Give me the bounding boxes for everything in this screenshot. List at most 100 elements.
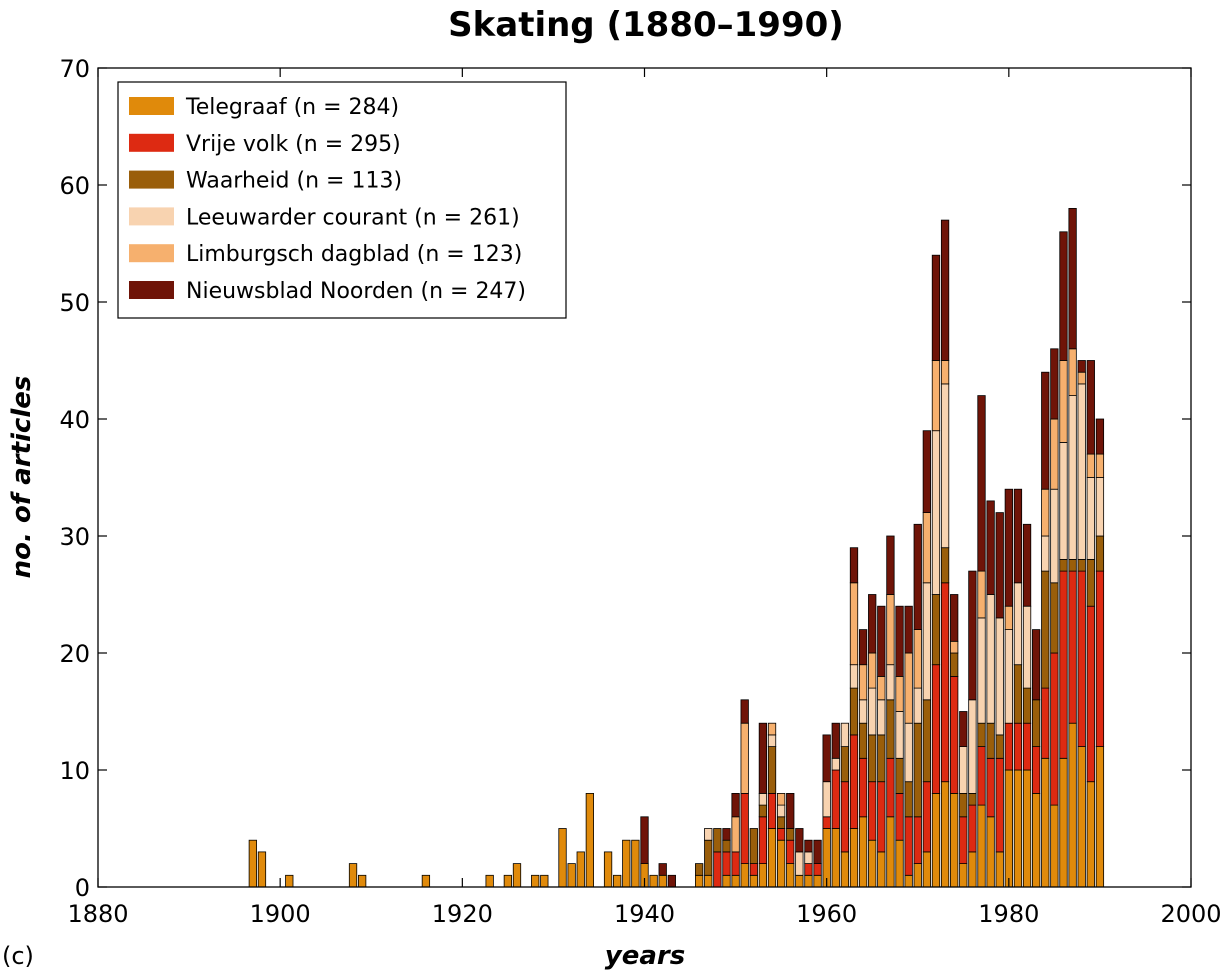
legend-swatch [129, 133, 174, 152]
bar-segment [1004, 722, 1013, 771]
bar-segment [858, 816, 868, 888]
bar-segment [940, 219, 950, 361]
bar-segment [895, 711, 904, 759]
bar-segment [503, 874, 513, 888]
bar-segment [877, 734, 886, 783]
bar-segment [740, 722, 749, 794]
bar-segment [1041, 488, 1050, 537]
legend-swatch [129, 281, 174, 299]
bar-segment [840, 722, 850, 748]
bar-segment [776, 828, 786, 841]
bar-segment [931, 594, 941, 666]
bar-segment [1032, 699, 1041, 747]
bar-segment [968, 570, 977, 701]
legend-entry-label: Vrije volk (n = 295) [186, 132, 401, 157]
bar-segment [977, 746, 986, 806]
bar-segment [348, 863, 358, 888]
bar-segment [1068, 570, 1077, 724]
bar-segment [731, 816, 740, 853]
bar-segment [658, 874, 667, 888]
bar-segment [1032, 793, 1041, 888]
plot-frame [97, 67, 1192, 888]
bar-segment [931, 254, 941, 361]
bar-segment [804, 851, 813, 865]
bar-segment [1068, 207, 1077, 350]
bar-segment [868, 652, 877, 689]
bar-segment [1086, 781, 1095, 888]
legend-entry-label: Waarheid (n = 113) [186, 169, 402, 194]
bar-segment [931, 664, 941, 794]
bar-segment [740, 699, 749, 724]
bar-segment [858, 699, 868, 724]
bar-segment [1059, 441, 1068, 560]
bar-segment [1086, 360, 1095, 455]
bar-segment [776, 804, 786, 818]
legend-entry-label: Telegraaf (n = 284) [185, 95, 399, 120]
bar-segment [831, 757, 840, 771]
bar-segment [813, 863, 822, 876]
bar-segment [485, 874, 494, 888]
bar-segment [922, 582, 931, 701]
bar-segment [558, 828, 567, 888]
bar-segment [849, 664, 859, 689]
bar-segment [786, 863, 795, 888]
bar-segment [831, 828, 840, 888]
bar-segment [977, 570, 986, 619]
bar-segment [950, 640, 959, 654]
x-axis-label: years [605, 941, 685, 971]
bar-segment [776, 793, 786, 806]
bar-segment [886, 757, 895, 818]
bar-segment [895, 793, 904, 841]
bar-segment [1095, 477, 1105, 537]
bar-segment [1041, 535, 1050, 572]
bar-segment [868, 687, 877, 736]
bar-segment [813, 839, 822, 865]
bar-segment [813, 874, 822, 888]
bar-segment [1032, 746, 1041, 794]
bar-segment [922, 699, 931, 783]
bar-segment [868, 594, 877, 654]
bar-segment [713, 851, 722, 888]
legend-swatch [129, 97, 174, 115]
bar-segment [1050, 418, 1059, 490]
bar-segment [831, 722, 840, 759]
bar-segment [248, 839, 257, 888]
bar-segment [731, 793, 740, 818]
bar-segment [749, 874, 758, 888]
bar-segment [968, 699, 977, 794]
bar-segment [722, 874, 731, 888]
bar-segment [940, 383, 950, 549]
bar-segment [1095, 535, 1105, 572]
bar-segment [959, 746, 968, 794]
bar-segment [849, 828, 859, 888]
bar-segment [950, 594, 959, 642]
bar-segment [758, 816, 768, 864]
bar-segment [959, 816, 968, 864]
x-tick-label: 1980 [978, 900, 1039, 928]
bar-segment [1077, 371, 1086, 385]
bar-segment [940, 547, 950, 584]
bar-segment [1022, 523, 1032, 607]
bar-segment [895, 676, 904, 712]
bar-segment [895, 757, 904, 794]
bar-segment [1004, 605, 1013, 631]
panel-label: (c) [2, 942, 34, 970]
bar-segment [849, 547, 859, 584]
bar-segment [731, 851, 740, 876]
bar-segment [886, 535, 895, 595]
bar-segment [713, 828, 722, 853]
bar-segment [977, 617, 986, 724]
bar-segment [968, 793, 977, 806]
bar-segment [1086, 559, 1095, 607]
bar-segment [950, 676, 959, 794]
bar-segment [1059, 757, 1068, 888]
bar-segment [913, 863, 922, 888]
bar-segment [968, 851, 977, 888]
bar-segment [649, 874, 658, 888]
bar-segment [631, 839, 640, 888]
bar-segment [895, 839, 904, 888]
bar-segment [1022, 605, 1032, 689]
bar-segment [858, 664, 868, 701]
bar-segment [959, 863, 968, 888]
